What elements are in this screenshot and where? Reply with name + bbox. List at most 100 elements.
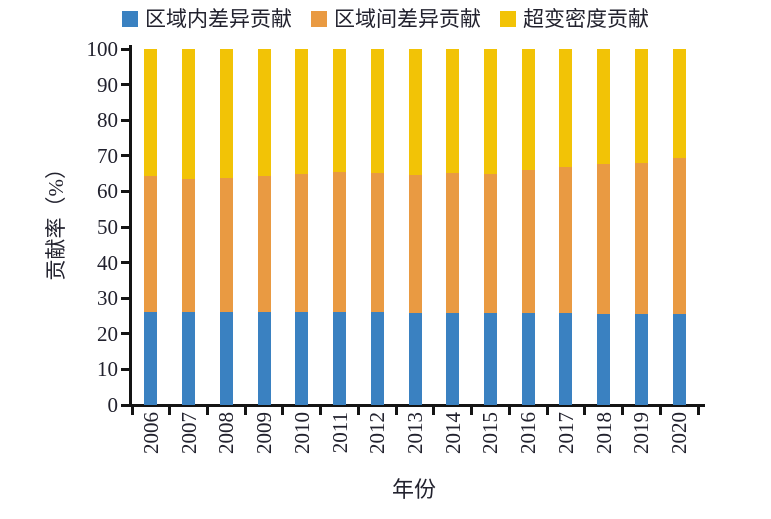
bar-slot — [132, 49, 170, 405]
x-tick — [205, 406, 209, 415]
x-tick — [356, 406, 360, 415]
bar-segment — [597, 49, 611, 165]
bar-segment — [408, 174, 422, 313]
y-tick — [121, 189, 130, 193]
bar-segment — [634, 49, 648, 163]
x-axis-line — [129, 404, 705, 407]
x-tick-label-text: 2020 — [667, 412, 692, 454]
y-axis-title: 贡献率（%） — [44, 158, 68, 298]
x-tick — [621, 406, 625, 415]
bar-slot — [623, 49, 661, 405]
legend-item: 区域内差异贡献 — [122, 7, 292, 31]
bar-segment — [257, 312, 271, 405]
bar-segment — [370, 312, 384, 405]
x-tick-label-text: 2016 — [516, 412, 541, 454]
bar-segment — [333, 171, 347, 313]
bar-slot — [660, 49, 698, 405]
x-tick — [545, 406, 549, 415]
y-tick — [121, 332, 130, 336]
x-tick — [658, 406, 662, 415]
bar-segment — [182, 49, 196, 180]
bar-stack-2020 — [672, 49, 686, 405]
plot-area — [132, 49, 698, 405]
y-tick — [121, 403, 130, 407]
y-tick-label: 20 — [97, 321, 118, 346]
bar-segment — [634, 313, 648, 405]
y-tick — [121, 118, 130, 122]
y-tick — [121, 296, 130, 300]
y-tick — [121, 261, 130, 265]
bar-segment — [182, 179, 196, 312]
legend-item: 区域间差异贡献 — [311, 7, 481, 31]
bar-stack-2013 — [408, 49, 422, 405]
x-tick-label: 2017 — [554, 412, 578, 460]
bar-segment — [483, 49, 497, 175]
bar-stack-2011 — [333, 49, 347, 405]
y-tick-label: 0 — [107, 393, 119, 417]
x-tick-label: 2006 — [139, 412, 163, 460]
bar-stack-2012 — [370, 49, 384, 405]
bar-segment — [144, 49, 158, 177]
bar-segment — [446, 312, 460, 405]
bar-segment — [219, 311, 233, 405]
legend-label: 区域间差异贡献 — [334, 7, 481, 31]
bar-segment — [672, 49, 686, 158]
y-tick-label: 50 — [97, 215, 118, 239]
legend-swatch-icon — [122, 11, 138, 27]
bar-segment — [219, 49, 233, 178]
x-tick-label: 2020 — [667, 412, 691, 460]
x-tick-label-text: 2006 — [138, 412, 163, 454]
x-tick — [168, 406, 172, 415]
x-tick — [281, 406, 285, 415]
bar-slot — [396, 49, 434, 405]
bar-segment — [144, 311, 158, 405]
bar-segment — [559, 313, 573, 405]
bar-slot — [585, 49, 623, 405]
x-tick — [243, 406, 247, 415]
bar-segment — [295, 49, 309, 174]
bar-slot — [245, 49, 283, 405]
x-tick-label-text: 2018 — [591, 412, 616, 454]
legend-item: 超变密度贡献 — [500, 7, 649, 31]
y-tick-label: 30 — [97, 286, 118, 311]
x-tick-label: 2009 — [252, 412, 276, 460]
bar-segment — [597, 313, 611, 405]
bar-segment — [521, 312, 535, 405]
bar-stack-2017 — [559, 49, 573, 405]
x-tick-label: 2007 — [177, 412, 201, 460]
bar-segment — [597, 164, 611, 314]
bar-stack-2015 — [483, 49, 497, 405]
x-tick — [319, 406, 323, 415]
bar-segment — [521, 49, 535, 170]
bar-segment — [672, 157, 686, 315]
bar-slot — [321, 49, 359, 405]
x-tick-label: 2018 — [592, 412, 616, 460]
x-tick-label-text: 2017 — [553, 412, 578, 454]
bar-segment — [408, 49, 422, 175]
y-tick-label: 100 — [86, 37, 119, 61]
y-tick-label: 70 — [97, 143, 118, 168]
bar-slot — [434, 49, 472, 405]
bar-slot — [207, 49, 245, 405]
bar-segment — [672, 314, 686, 405]
legend: 区域内差异贡献 区域间差异贡献 超变密度贡献 — [0, 7, 771, 31]
y-tick — [121, 225, 130, 229]
x-tick — [470, 406, 474, 415]
x-tick — [394, 406, 398, 415]
bar-stack-2010 — [295, 49, 309, 405]
y-tick — [121, 154, 130, 158]
bar-segment — [333, 49, 347, 172]
x-axis-title: 年份 — [391, 477, 436, 502]
x-tick-label: 2010 — [290, 412, 314, 460]
legend-label: 区域内差异贡献 — [145, 7, 292, 31]
bar-segment — [446, 172, 460, 313]
x-tick-label: 2013 — [403, 412, 427, 460]
x-tick-label: 2014 — [441, 412, 465, 460]
bar-stack-2018 — [597, 49, 611, 405]
y-tick-label: 60 — [97, 179, 118, 204]
bar-segment — [295, 173, 309, 313]
y-tick — [121, 83, 130, 87]
x-tick — [130, 406, 134, 415]
y-axis-line — [129, 45, 132, 407]
